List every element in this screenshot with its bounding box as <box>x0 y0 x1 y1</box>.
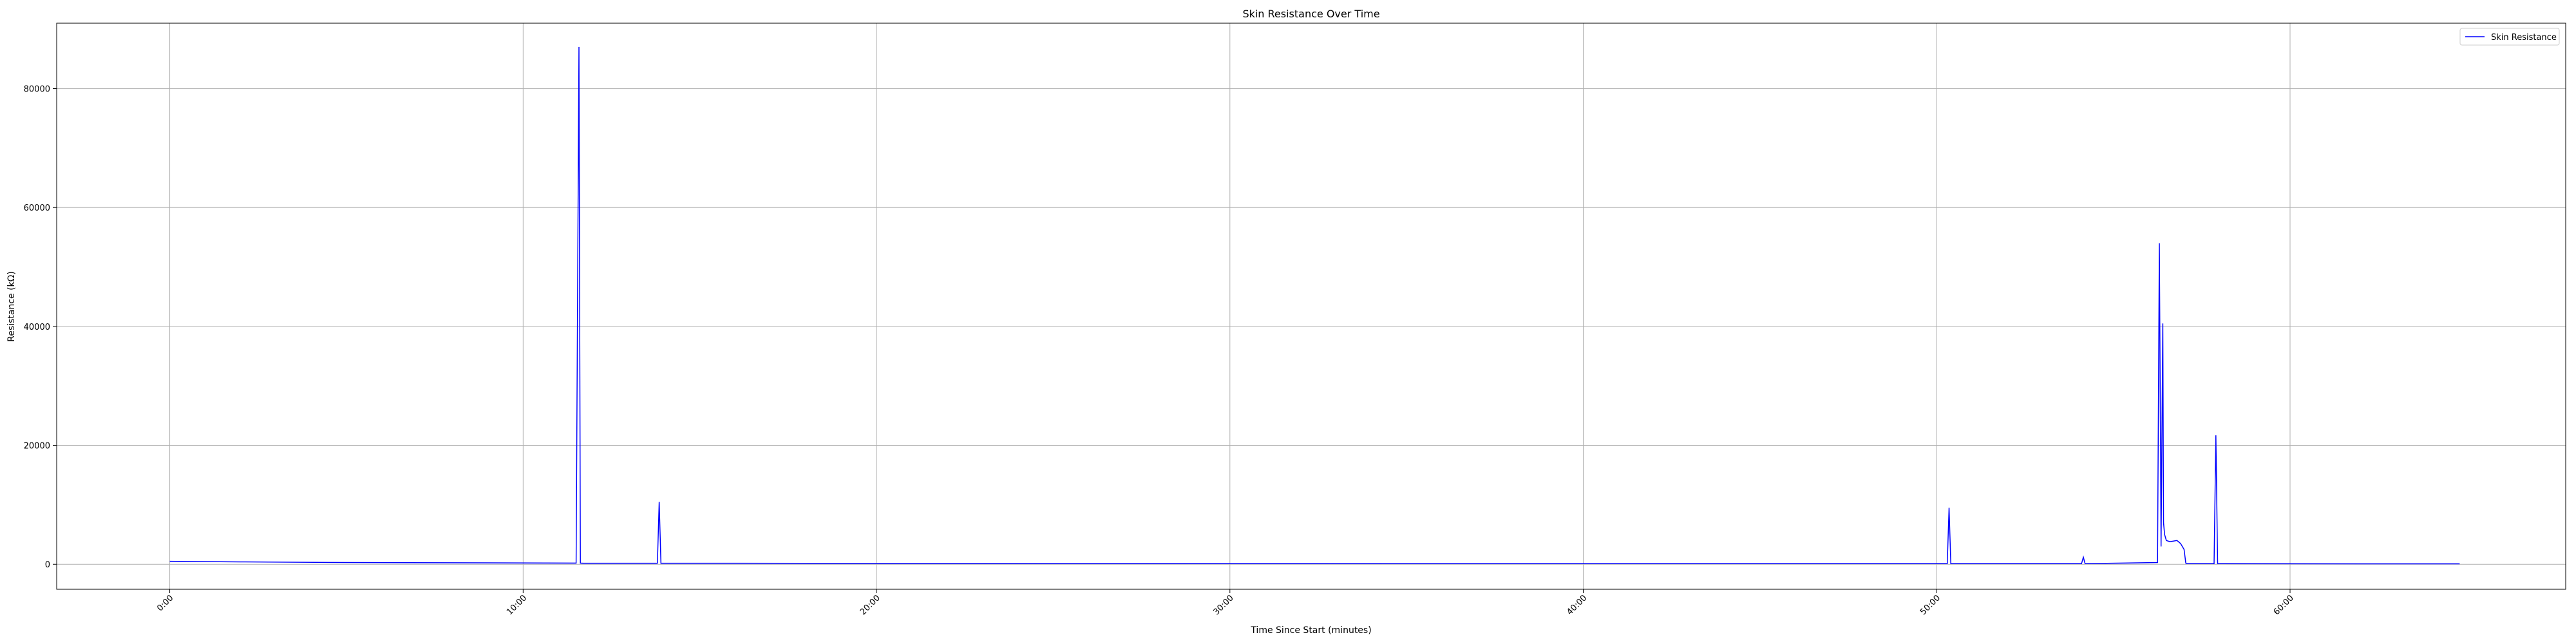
x-tick-label: 50:00 <box>1918 593 1942 617</box>
y-tick-label: 40000 <box>24 323 50 332</box>
y-tick-label: 80000 <box>24 85 50 95</box>
x-tick-label: 40:00 <box>1565 593 1589 617</box>
plot-frame <box>56 23 2566 590</box>
x-axis-label: Time Since Start (minutes) <box>1250 625 1371 636</box>
skin-resistance-series-line <box>169 46 2460 565</box>
x-tick-label: 20:00 <box>858 593 882 617</box>
x-axis: 0:00 10:00 20:00 30:00 40:00 50:00 60:00 <box>155 589 2296 617</box>
x-tick-label: 60:00 <box>2272 593 2296 617</box>
x-tick-label: 10:00 <box>505 593 529 617</box>
legend-label: Skin Resistance <box>2491 33 2557 43</box>
y-axis: 0 20000 40000 60000 80000 <box>24 85 57 570</box>
chart-title: Skin Resistance Over Time <box>1242 8 1379 20</box>
y-axis-label: Resistance (kΩ) <box>6 271 17 342</box>
y-tick-label: 0 <box>45 560 50 570</box>
legend-box <box>2459 28 2560 46</box>
legend: Skin Resistance <box>2459 28 2560 46</box>
x-tick-label: 0:00 <box>155 593 175 613</box>
y-tick-label: 20000 <box>24 442 50 451</box>
y-tick-label: 60000 <box>24 204 50 213</box>
x-tick-label: 30:00 <box>1212 593 1236 617</box>
grid-lines <box>57 23 2566 589</box>
